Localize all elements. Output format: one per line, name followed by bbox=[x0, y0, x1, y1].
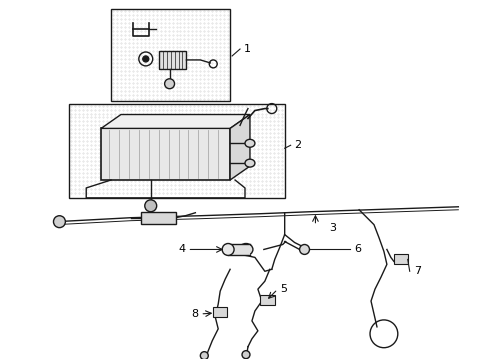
Text: 4: 4 bbox=[178, 244, 185, 255]
Text: 6: 6 bbox=[353, 244, 361, 255]
Text: 3: 3 bbox=[328, 222, 336, 233]
Bar bbox=[141, 212, 175, 224]
Text: 1: 1 bbox=[244, 44, 250, 54]
Bar bbox=[259, 295, 274, 305]
Bar bbox=[393, 255, 407, 264]
Circle shape bbox=[142, 56, 148, 62]
Text: 2: 2 bbox=[294, 140, 301, 150]
Ellipse shape bbox=[222, 243, 234, 255]
Polygon shape bbox=[230, 114, 249, 180]
Circle shape bbox=[164, 79, 174, 89]
Polygon shape bbox=[101, 114, 249, 129]
Bar bbox=[213, 307, 226, 317]
Text: 8: 8 bbox=[191, 309, 198, 319]
Circle shape bbox=[242, 351, 249, 359]
Ellipse shape bbox=[244, 159, 254, 167]
Circle shape bbox=[200, 352, 208, 360]
Circle shape bbox=[53, 216, 65, 228]
Bar bbox=[228, 243, 249, 255]
Bar bbox=[69, 104, 284, 198]
Text: 5: 5 bbox=[279, 284, 286, 294]
Bar bbox=[101, 129, 230, 180]
Text: 7: 7 bbox=[413, 266, 420, 276]
Circle shape bbox=[144, 200, 156, 212]
Ellipse shape bbox=[239, 243, 252, 255]
Bar bbox=[111, 9, 230, 100]
Ellipse shape bbox=[244, 139, 254, 147]
Bar bbox=[158, 51, 186, 69]
Ellipse shape bbox=[299, 244, 309, 255]
